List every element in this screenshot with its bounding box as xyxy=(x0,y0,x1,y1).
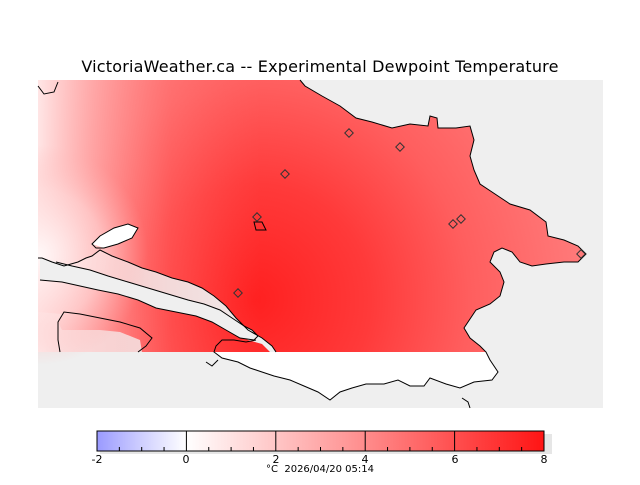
colorbar-caption: °C 2026/04/20 05:14 xyxy=(0,464,640,475)
colorbar-tick-label: 0 xyxy=(182,453,190,466)
timestamp: 2026/04/20 05:14 xyxy=(284,464,374,475)
colorbar-ticks xyxy=(118,431,523,451)
map-title: VictoriaWeather.ca -- Experimental Dewpo… xyxy=(81,57,559,76)
colorbar-tick-label: 4 xyxy=(361,453,369,466)
no-data-land-south xyxy=(214,352,498,400)
station-markers xyxy=(233,128,586,298)
colorbar-tick-label: 6 xyxy=(451,453,459,466)
sound-channel xyxy=(92,224,138,248)
station-marker[interactable] xyxy=(280,169,290,179)
inlet-channel xyxy=(40,258,258,340)
colorbar-tick-label: 2 xyxy=(272,453,280,466)
colorbar-tick-label: 8 xyxy=(540,453,548,466)
station-marker[interactable] xyxy=(576,249,586,259)
station-marker[interactable] xyxy=(233,288,243,298)
colorbar-tick-label: -2 xyxy=(91,453,103,466)
unit-label: °C xyxy=(266,464,278,475)
coastlines xyxy=(37,79,587,409)
station-marker[interactable] xyxy=(395,142,405,152)
station-marker[interactable] xyxy=(456,214,466,224)
colorbar xyxy=(96,430,552,454)
station-marker[interactable] xyxy=(252,212,262,222)
station-marker[interactable] xyxy=(344,128,354,138)
station-marker[interactable] xyxy=(448,219,458,229)
